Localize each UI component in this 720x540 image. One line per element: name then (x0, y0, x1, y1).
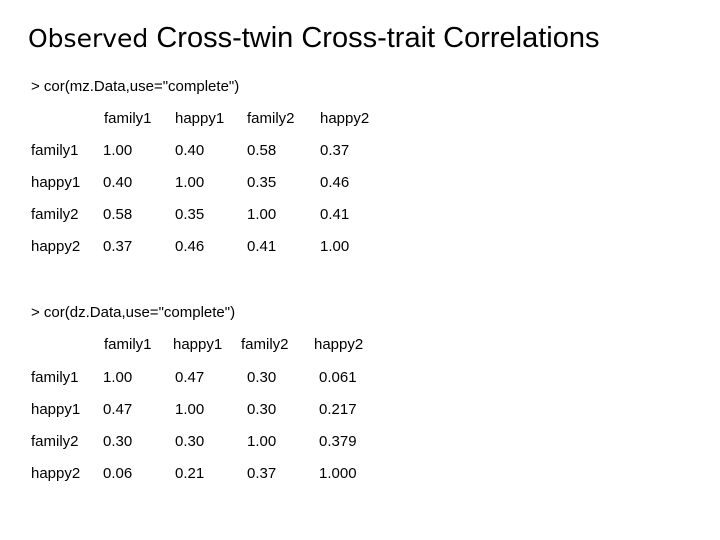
dz-table-cell: 0.30 (175, 433, 205, 450)
dz-row-label: family1 (31, 369, 79, 386)
dz-table-cell: 0.30 (247, 401, 277, 418)
dz-table-cell: 0.06 (103, 465, 133, 482)
dz-table-cell: 0.21 (175, 465, 205, 482)
dz-table-cell: 0.30 (247, 369, 277, 386)
dz-table-cell: 0.47 (103, 401, 133, 418)
mz-table-cell: 0.46 (320, 174, 350, 191)
mz-table-cell: 0.58 (247, 142, 277, 159)
mz-column-header: happy2 (320, 110, 370, 127)
mz-table-cell: 0.41 (247, 238, 277, 255)
dz-column-header: family1 (104, 336, 152, 353)
mz-column-header: happy1 (175, 110, 225, 127)
mz-table-cell: 1.00 (320, 238, 350, 255)
mz-column-header: family1 (104, 110, 152, 127)
mz-table-cell: 1.00 (247, 206, 277, 223)
dz-table-cell: 0.061 (319, 369, 357, 386)
mz-table-cell: 1.00 (103, 142, 133, 159)
dz-table-cell: 0.30 (103, 433, 133, 450)
mz-table-cell: 0.37 (320, 142, 350, 159)
mz-table-cell: 0.35 (175, 206, 205, 223)
title-rest: Cross-twin Cross-trait Correlations (148, 22, 600, 54)
mz-row-label: happy2 (31, 238, 81, 255)
dz-column-header: happy2 (314, 336, 364, 353)
dz-column-header: happy1 (173, 336, 223, 353)
mz-row-label: happy1 (31, 174, 81, 191)
dz-column-header: family2 (241, 336, 289, 353)
mz-column-header: family2 (247, 110, 295, 127)
mz-command: > cor(mz.Data,use="complete") (31, 78, 240, 95)
dz-table-cell: 1.00 (175, 401, 205, 418)
slide-title: Observed Cross-twin Cross-trait Correlat… (28, 22, 599, 66)
mz-table-cell: 0.40 (103, 174, 133, 191)
dz-row-label: happy1 (31, 401, 81, 418)
dz-row-label: family2 (31, 433, 79, 450)
dz-table-cell: 0.47 (175, 369, 205, 386)
mz-row-label: family1 (31, 142, 79, 159)
mz-table-cell: 0.58 (103, 206, 133, 223)
mz-table-cell: 0.46 (175, 238, 205, 255)
dz-table-cell: 1.00 (247, 433, 277, 450)
mz-table-cell: 0.35 (247, 174, 277, 191)
dz-table-cell: 1.00 (103, 369, 133, 386)
dz-table-cell: 0.37 (247, 465, 277, 482)
dz-command: > cor(dz.Data,use="complete") (31, 304, 236, 321)
dz-table-cell: 1.000 (319, 465, 357, 482)
title-word-observed: Observed (28, 24, 149, 53)
mz-table-cell: 0.41 (320, 206, 350, 223)
dz-table-cell: 0.379 (319, 433, 357, 450)
mz-row-label: family2 (31, 206, 79, 223)
mz-table-cell: 0.40 (175, 142, 205, 159)
dz-table-cell: 0.217 (319, 401, 357, 418)
dz-row-label: happy2 (31, 465, 81, 482)
mz-table-cell: 0.37 (103, 238, 133, 255)
mz-table-cell: 1.00 (175, 174, 205, 191)
